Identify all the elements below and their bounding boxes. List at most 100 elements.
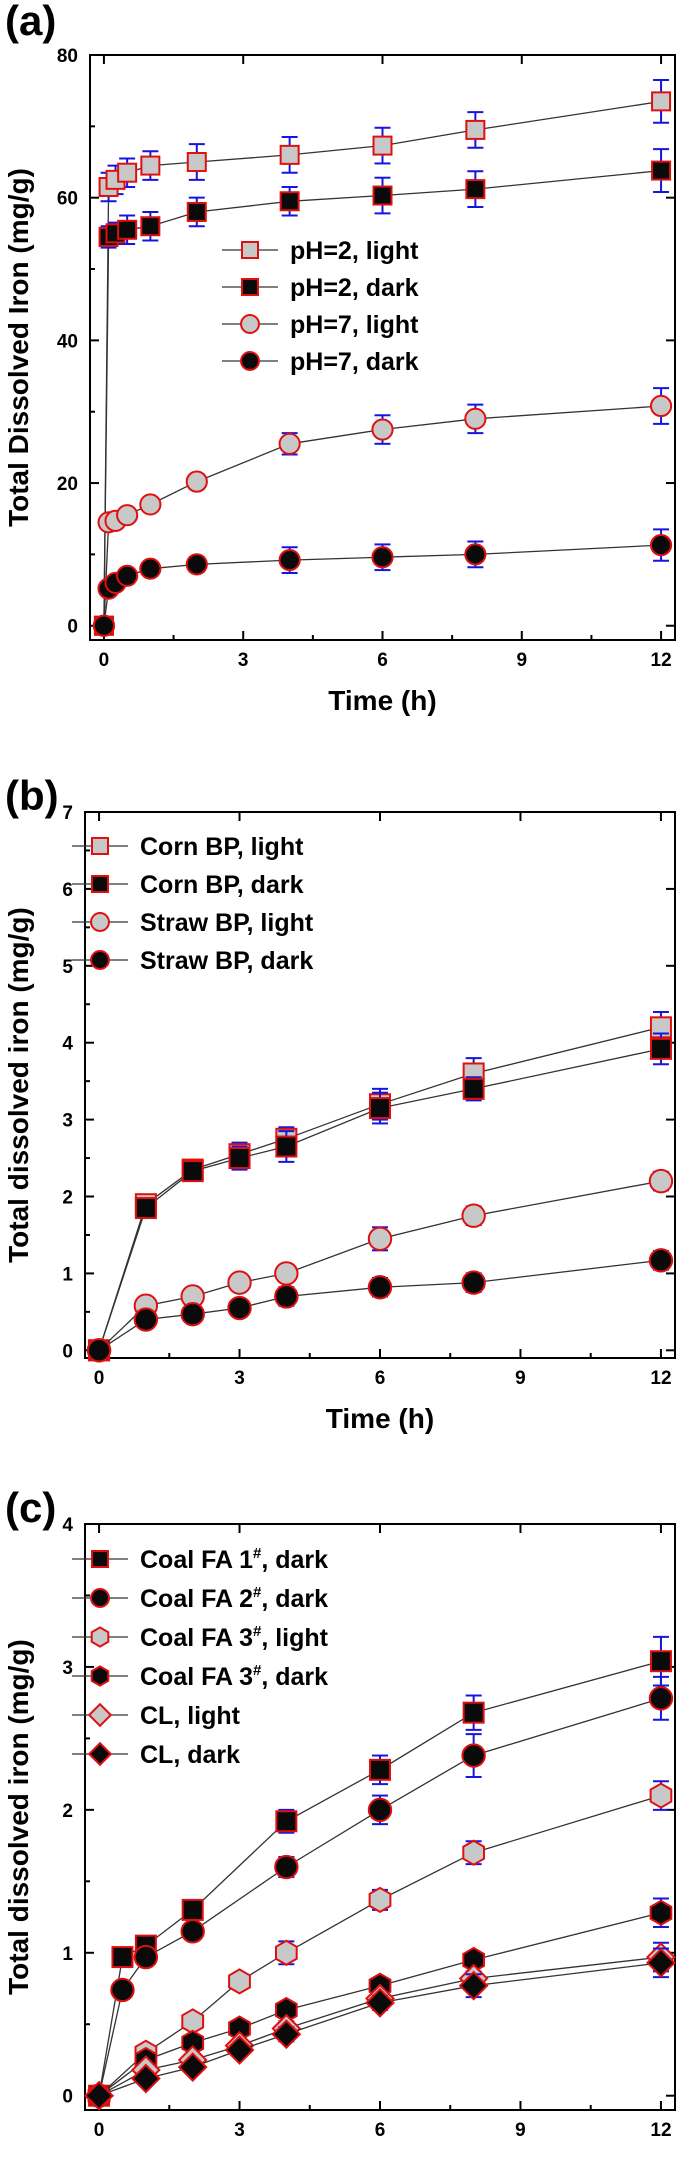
- data-point: [461, 1743, 486, 1768]
- data-point: [271, 2019, 302, 2050]
- data-point: [279, 191, 300, 212]
- data-point: [462, 1077, 485, 1100]
- data-point: [461, 1270, 486, 1295]
- y-tick-label: 0: [67, 617, 78, 638]
- data-point: [279, 144, 300, 165]
- data-point: [462, 1946, 485, 1974]
- x-tick-label: 3: [238, 650, 249, 671]
- legend-marker: [90, 912, 110, 932]
- data-point: [228, 1968, 251, 1995]
- data-point: [648, 1168, 674, 1194]
- legend-marker: [91, 837, 109, 855]
- data-point: [224, 2035, 255, 2065]
- chart-panel-1: (a) 0 3 6 9 12 0 20 40 60 80 Time (h) Total Dissolve…: [3, 0, 676, 716]
- data-point: [228, 2015, 251, 2042]
- data-point: [140, 155, 161, 176]
- legend-marker: [87, 1702, 113, 1728]
- legend-marker: [91, 875, 109, 893]
- series-line: [98, 1259, 662, 1351]
- panel-label: (c): [5, 1484, 56, 1531]
- series-3: [87, 1780, 673, 2109]
- data-point: [275, 1810, 298, 1833]
- x-tick-label: 12: [651, 650, 672, 671]
- y-tick-label: 0: [62, 1341, 73, 1362]
- series-5: [84, 1941, 676, 2111]
- x-tick-label: 3: [234, 1368, 245, 1389]
- legend-marker: [87, 1741, 113, 1767]
- legend-marker: [91, 1550, 109, 1568]
- data-point: [180, 1301, 205, 1327]
- data-point: [649, 534, 673, 557]
- legend-marker: [90, 1665, 110, 1687]
- panel-label: (a): [5, 0, 56, 44]
- legend-marker: [240, 314, 260, 334]
- y-tick-label: 5: [62, 957, 73, 978]
- data-point: [180, 1919, 205, 1944]
- data-point: [278, 549, 301, 572]
- data-point: [646, 1947, 676, 1978]
- data-point: [372, 135, 393, 156]
- data-point: [371, 546, 394, 569]
- legend-label: CL, dark: [140, 1741, 240, 1769]
- x-tick-label: 12: [650, 1368, 671, 1389]
- series-2: [86, 1675, 674, 2108]
- y-tick-label: 0: [62, 2087, 73, 2108]
- data-point: [371, 418, 394, 441]
- legend-label: Corn BP, light: [140, 833, 304, 861]
- y-tick-label: 60: [57, 189, 78, 210]
- legend-label: pH=2, light: [290, 237, 419, 265]
- data-point: [462, 1839, 485, 1866]
- data-point: [275, 1939, 298, 1966]
- data-point: [274, 1261, 299, 1286]
- data-point: [185, 553, 208, 576]
- data-point: [116, 564, 139, 587]
- legend-marker: [90, 950, 110, 970]
- series-line: [98, 1794, 662, 2097]
- data-point: [275, 1996, 298, 2024]
- y-tick-label: 3: [62, 1658, 73, 1679]
- data-point: [367, 1226, 393, 1252]
- data-point: [369, 1097, 391, 1120]
- data-point: [369, 1758, 391, 1781]
- data-point: [134, 1197, 157, 1220]
- legend-marker: [90, 1626, 110, 1648]
- y-tick-label: 7: [62, 803, 73, 824]
- legend-marker: [90, 1588, 110, 1608]
- series-6: [84, 1947, 676, 2111]
- data-point: [110, 1977, 135, 2003]
- legend-label: Straw BP, light: [140, 909, 314, 937]
- y-tick-label: 80: [57, 46, 78, 67]
- y-tick-label: 4: [62, 1515, 73, 1536]
- legend-label: pH=7, light: [290, 311, 419, 339]
- data-point: [367, 1797, 393, 1823]
- data-point: [117, 219, 138, 240]
- y-axis-title: Total dissolved iron (mg/g): [3, 1639, 34, 1995]
- x-tick-label: 12: [650, 2120, 671, 2141]
- data-point: [649, 1037, 672, 1060]
- data-point: [464, 407, 487, 430]
- legend-label: Straw BP, dark: [140, 947, 313, 975]
- data-point: [117, 162, 138, 183]
- series-2: [88, 1032, 672, 1362]
- legend-marker: [240, 351, 260, 371]
- data-point: [649, 1899, 673, 1926]
- data-point: [649, 394, 673, 418]
- data-point: [181, 2029, 205, 2056]
- y-axis-title: Total dissolved iron (mg/g): [3, 907, 34, 1263]
- data-point: [185, 470, 208, 493]
- y-tick-label: 4: [62, 1034, 73, 1055]
- data-point: [464, 543, 487, 566]
- data-point: [84, 2080, 114, 2111]
- x-tick-label: 9: [515, 1368, 526, 1389]
- legend-label: Coal FA 2#, dark: [140, 1584, 328, 1613]
- x-tick-label: 9: [515, 2120, 526, 2141]
- y-tick-label: 40: [57, 331, 78, 352]
- data-point: [372, 185, 393, 206]
- data-point: [139, 557, 162, 580]
- data-point: [465, 119, 486, 140]
- x-tick-label: 6: [375, 2120, 386, 2141]
- data-point: [278, 432, 301, 455]
- legend-label: Coal FA 1#, dark: [140, 1545, 328, 1574]
- data-point: [227, 1270, 252, 1295]
